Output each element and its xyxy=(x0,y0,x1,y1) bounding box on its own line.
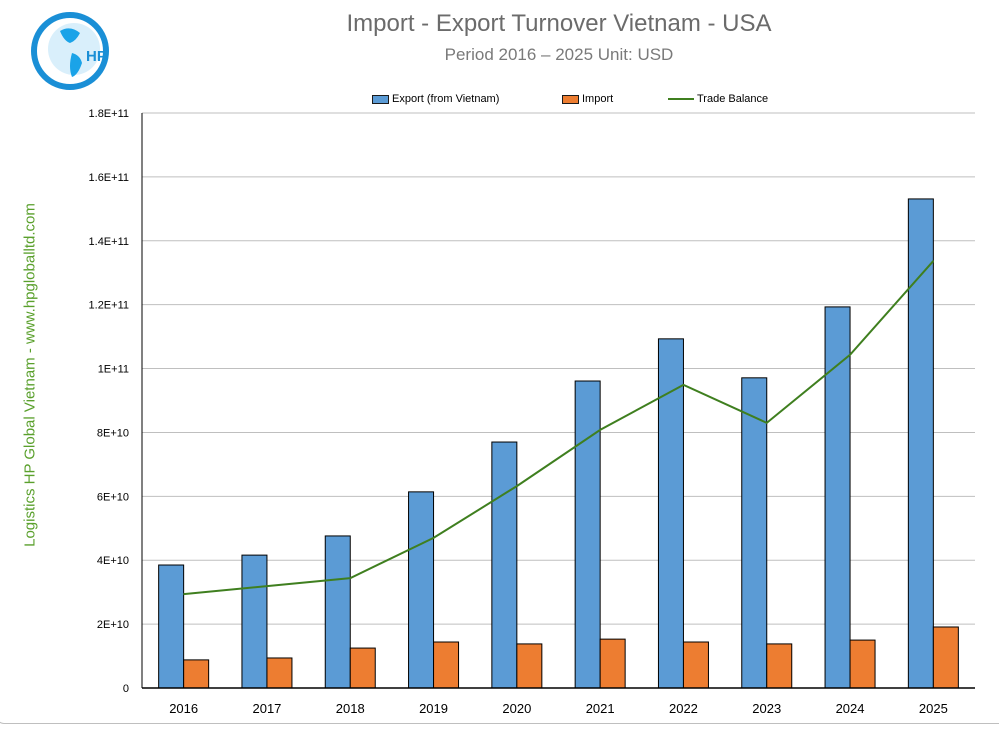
y-tick-label: 0 xyxy=(123,683,129,695)
legend-import-swatch xyxy=(562,94,579,104)
chart-subtitle: Period 2016 – 2025 Unit: USD xyxy=(444,45,674,64)
bar-import-2021 xyxy=(599,638,626,689)
legend-export-label: Export (from Vietnam) xyxy=(392,93,500,105)
bar-export-2025 xyxy=(907,198,934,689)
y-tick-label: 1.2E+11 xyxy=(89,300,129,312)
y-tick-label: 2E+10 xyxy=(97,619,129,631)
bar-import-2023 xyxy=(766,643,793,689)
trade-balance-point-2019 xyxy=(433,537,435,539)
trade-balance-point-2017 xyxy=(266,585,268,587)
y-tick-label: 1.4E+11 xyxy=(89,236,129,248)
y-tick-label: 1.8E+11 xyxy=(89,108,129,120)
bar-import-2025 xyxy=(932,626,959,689)
trade-balance-point-2020 xyxy=(516,485,518,487)
x-tick-label: 2016 xyxy=(169,701,198,716)
trade-balance-point-2023 xyxy=(766,422,768,424)
bar-import-2024 xyxy=(849,639,876,689)
trade-balance-line xyxy=(183,260,935,596)
bar-export-2017 xyxy=(241,554,268,689)
hp-global-logo: HP xyxy=(31,12,109,90)
bar-export-2018 xyxy=(324,535,351,689)
bar-export-2019 xyxy=(408,491,435,689)
x-tick-label: 2023 xyxy=(752,701,781,716)
y-tick-label: 1E+11 xyxy=(98,364,129,376)
legend-balance-label: Trade Balance xyxy=(697,93,769,105)
y-tick-label: 4E+10 xyxy=(97,555,129,567)
bar-import-2016 xyxy=(183,659,210,689)
trade-balance-point-2024 xyxy=(849,354,851,356)
bar-export-2016 xyxy=(158,564,185,689)
y-tick-label: 1.6E+11 xyxy=(89,172,129,184)
legend-import: Import xyxy=(562,93,613,105)
y-tick-label: 6E+10 xyxy=(97,491,129,503)
x-tick-label: 2024 xyxy=(836,701,865,716)
bar-import-2020 xyxy=(516,643,543,689)
trade-balance-point-2025 xyxy=(932,260,934,262)
svg-text:HP: HP xyxy=(86,48,107,65)
bar-export-2021 xyxy=(574,380,601,689)
bar-export-2024 xyxy=(824,306,851,689)
bar-import-2022 xyxy=(682,641,709,689)
bar-export-2020 xyxy=(491,441,518,689)
bar-export-2023 xyxy=(741,377,768,689)
legend-import-label: Import xyxy=(582,93,614,105)
x-tick-label: 2022 xyxy=(669,701,698,716)
legend-export-swatch xyxy=(372,94,389,104)
trade-balance-point-2021 xyxy=(599,429,601,431)
legend-balance: Trade Balance xyxy=(668,93,768,105)
bar-import-2018 xyxy=(349,647,376,689)
bar-import-2017 xyxy=(266,657,293,689)
trade-balance-point-2016 xyxy=(183,593,185,595)
legend-export: Export (from Vietnam) xyxy=(372,93,499,105)
x-tick-label: 2019 xyxy=(419,701,448,716)
x-tick-label: 2017 xyxy=(252,701,281,716)
trade-balance-point-2022 xyxy=(682,384,684,386)
trade-balance-point-2018 xyxy=(349,577,351,579)
y-tick-label: 8E+10 xyxy=(97,427,129,439)
legend-balance-line xyxy=(668,98,694,100)
chart-title: Import - Export Turnover Vietnam - USA xyxy=(346,10,772,37)
x-tick-label: 2020 xyxy=(502,701,531,716)
x-tick-label: 2025 xyxy=(919,701,948,716)
x-tick-label: 2021 xyxy=(586,701,615,716)
x-tick-label: 2018 xyxy=(336,701,365,716)
bar-import-2019 xyxy=(433,641,460,689)
